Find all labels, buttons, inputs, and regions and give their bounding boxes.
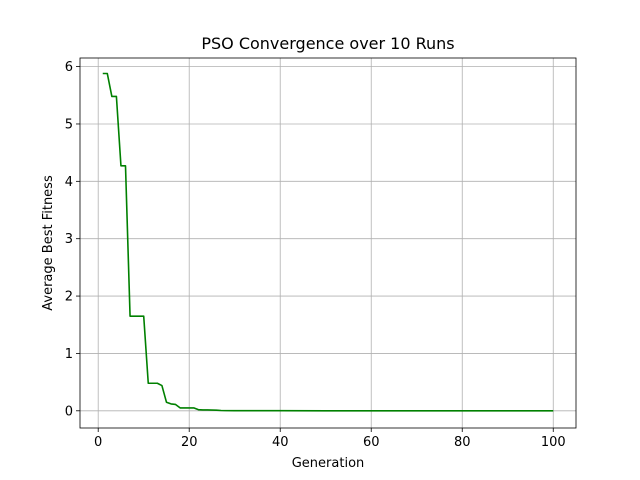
- series-group: [102, 72, 554, 412]
- y-tick-label: 2: [65, 290, 73, 305]
- x-axis: 0 20 40 60 80 100: [94, 428, 566, 450]
- y-tick-label: 5: [65, 117, 73, 132]
- y-tick-label: 3: [65, 232, 73, 247]
- y-tick-label: 6: [65, 60, 73, 75]
- x-tick-label: 100: [541, 435, 566, 450]
- x-tick-label: 0: [94, 435, 102, 450]
- grid: [80, 58, 576, 428]
- x-tick-label: 40: [272, 435, 289, 450]
- x-tick-label: 80: [454, 435, 471, 450]
- x-tick-label: 20: [181, 435, 198, 450]
- plot-frame: [79, 57, 577, 429]
- series-line: [102, 72, 554, 412]
- x-axis-label: Generation: [292, 456, 365, 471]
- y-tick-label: 0: [65, 404, 73, 419]
- chart-title: PSO Convergence over 10 Runs: [201, 34, 454, 53]
- y-tick-label: 1: [65, 347, 73, 362]
- x-tick-label: 60: [363, 435, 380, 450]
- y-axis: 0 1 2 3 4 5 6: [65, 60, 80, 419]
- y-axis-label: Average Best Fitness: [41, 175, 56, 311]
- y-tick-label: 4: [65, 175, 73, 190]
